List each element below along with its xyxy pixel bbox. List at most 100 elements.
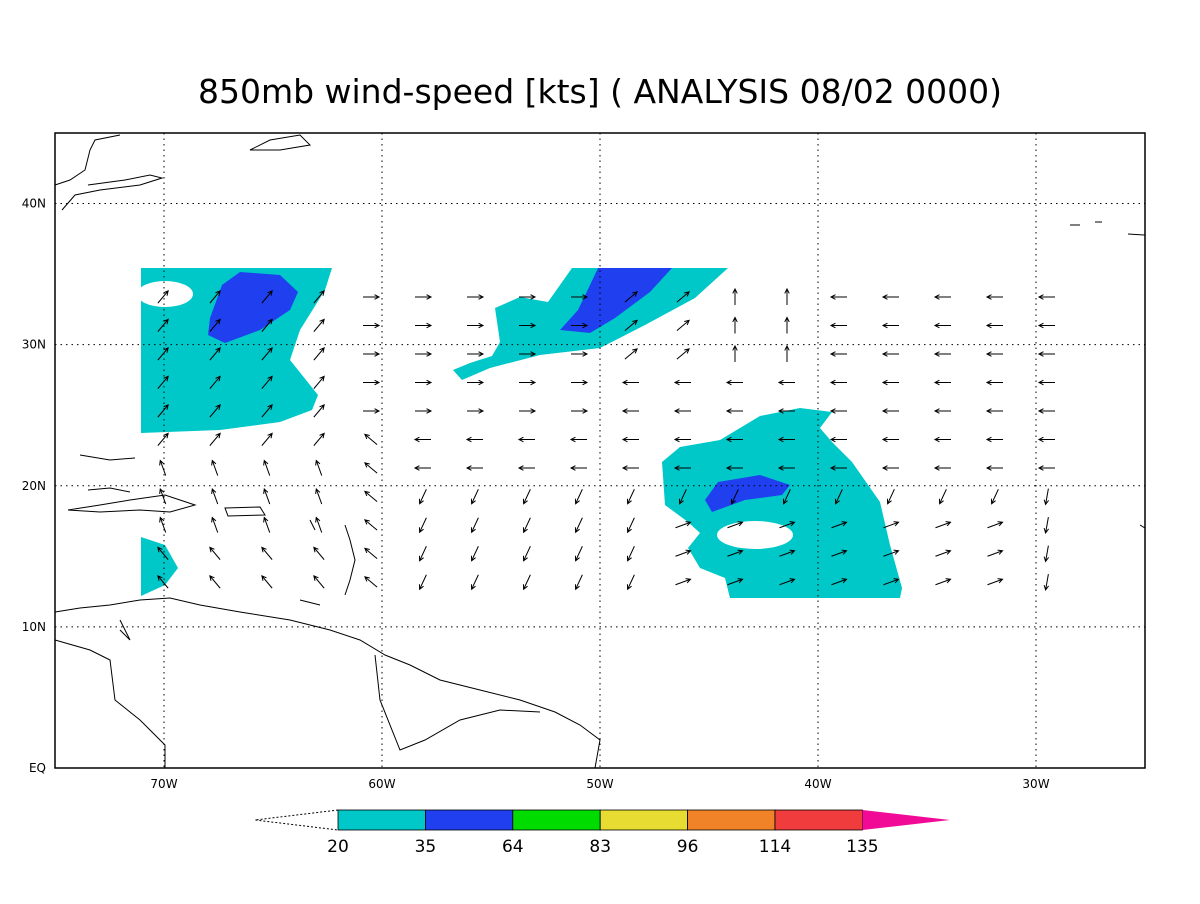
wind-arrow [313, 347, 325, 361]
wind-arrow [157, 432, 169, 446]
wind-arrow [159, 459, 167, 476]
wind-arrow [987, 549, 1004, 557]
wind-arrow [517, 465, 535, 471]
wind-arrow [364, 547, 378, 560]
lat-tick-label: 40N [22, 197, 46, 211]
coastline [67, 454, 266, 517]
colorbar-box [512, 809, 601, 831]
wind-arrow [415, 379, 433, 386]
wind-arrow [574, 574, 583, 591]
wind-arrow [990, 489, 999, 505]
colorbar-box [599, 809, 689, 831]
wind-arrow [779, 521, 796, 529]
wind-arrow [1037, 322, 1055, 329]
wind-arrow [413, 465, 431, 471]
wind-arrow [987, 578, 1004, 586]
wind-arrow [831, 549, 848, 557]
wind-arrow [732, 344, 738, 362]
wind-arrow [829, 408, 847, 414]
coastline [54, 134, 164, 211]
wind-arrow [933, 408, 951, 414]
wind-arrow [261, 432, 273, 446]
wind-arrow [519, 408, 537, 414]
colorbar-label: 64 [502, 837, 524, 857]
wind-arrow [730, 489, 739, 505]
wind-arrow [364, 462, 378, 474]
wind-arrow [415, 351, 433, 357]
wind-arrow [159, 487, 167, 505]
wind-arrow [1037, 408, 1055, 414]
wind-arrow [157, 404, 169, 418]
wind-arrow [883, 549, 900, 557]
wind-arrow [159, 516, 167, 533]
wind-arrow [315, 459, 323, 476]
wind-arrow [571, 322, 589, 329]
wind-arrow [364, 490, 378, 503]
colorbar-box [774, 809, 863, 831]
wind-arrow [1043, 488, 1050, 506]
wind-arrow [881, 379, 899, 386]
wind-arrow [676, 291, 690, 303]
lon-tick-label: 50W [586, 777, 613, 791]
wind-arrow [519, 351, 537, 357]
wind-arrow [418, 574, 427, 591]
wind-arrow [467, 351, 485, 357]
wind-arrow [725, 408, 743, 414]
wind-arrow [933, 436, 951, 443]
wind-arrow [157, 546, 169, 560]
wind-arrow [363, 379, 381, 386]
wind-arrow [938, 489, 947, 505]
wind-arrow [933, 379, 951, 386]
wind-arrow [985, 379, 1003, 386]
wind-arrow [157, 290, 169, 304]
wind-arrow [364, 519, 378, 531]
wind-arrow [1037, 436, 1055, 443]
wind-arrow [209, 546, 221, 560]
wind-arrow [881, 408, 899, 414]
wind-arrow [315, 487, 323, 505]
wind-arrow [574, 489, 583, 505]
wind-arrow [261, 404, 273, 418]
wind-arrow [626, 489, 635, 505]
wind-arrow [522, 489, 531, 505]
wind-arrow [935, 549, 952, 557]
wind-arrow [209, 318, 221, 332]
wind-arrow [675, 578, 692, 586]
wind-arrow [571, 408, 589, 414]
wind-arrow [626, 517, 635, 534]
wind-arrow [777, 408, 795, 414]
wind-arrow [779, 549, 796, 557]
contour-hole [717, 521, 793, 549]
wind-arrow [261, 290, 273, 304]
wind-arrow [675, 549, 692, 557]
wind-arrow [1043, 574, 1050, 591]
wind-arrow [313, 404, 325, 418]
contour-fill [705, 475, 790, 512]
wind-arrow [985, 322, 1003, 329]
wind-arrow [470, 489, 479, 505]
wind-arrow [935, 578, 952, 586]
wind-arrow [1037, 379, 1055, 386]
lon-tick-label: 40W [804, 777, 831, 791]
wind-arrow [1037, 465, 1055, 471]
colorbar-label: 35 [415, 837, 437, 857]
wind-arrow [881, 322, 899, 329]
colorbar-over [862, 810, 950, 830]
wind-arrow [829, 351, 847, 357]
wind-arrow [157, 347, 169, 361]
wind-arrow [157, 318, 169, 332]
wind-arrow [834, 489, 843, 505]
wind-arrow [727, 549, 744, 557]
wind-arrow [519, 379, 537, 386]
wind-arrow [418, 546, 427, 562]
wind-arrow [209, 575, 221, 589]
wind-arrow [673, 465, 691, 471]
wind-arrow [829, 436, 847, 443]
wind-arrow [470, 574, 479, 591]
colorbar-box [687, 809, 776, 831]
wind-arrow [881, 436, 899, 443]
wind-arrow [881, 351, 899, 357]
wind-arrow [1043, 545, 1050, 563]
wind-arrow [574, 546, 583, 562]
wind-arrow [626, 546, 635, 562]
